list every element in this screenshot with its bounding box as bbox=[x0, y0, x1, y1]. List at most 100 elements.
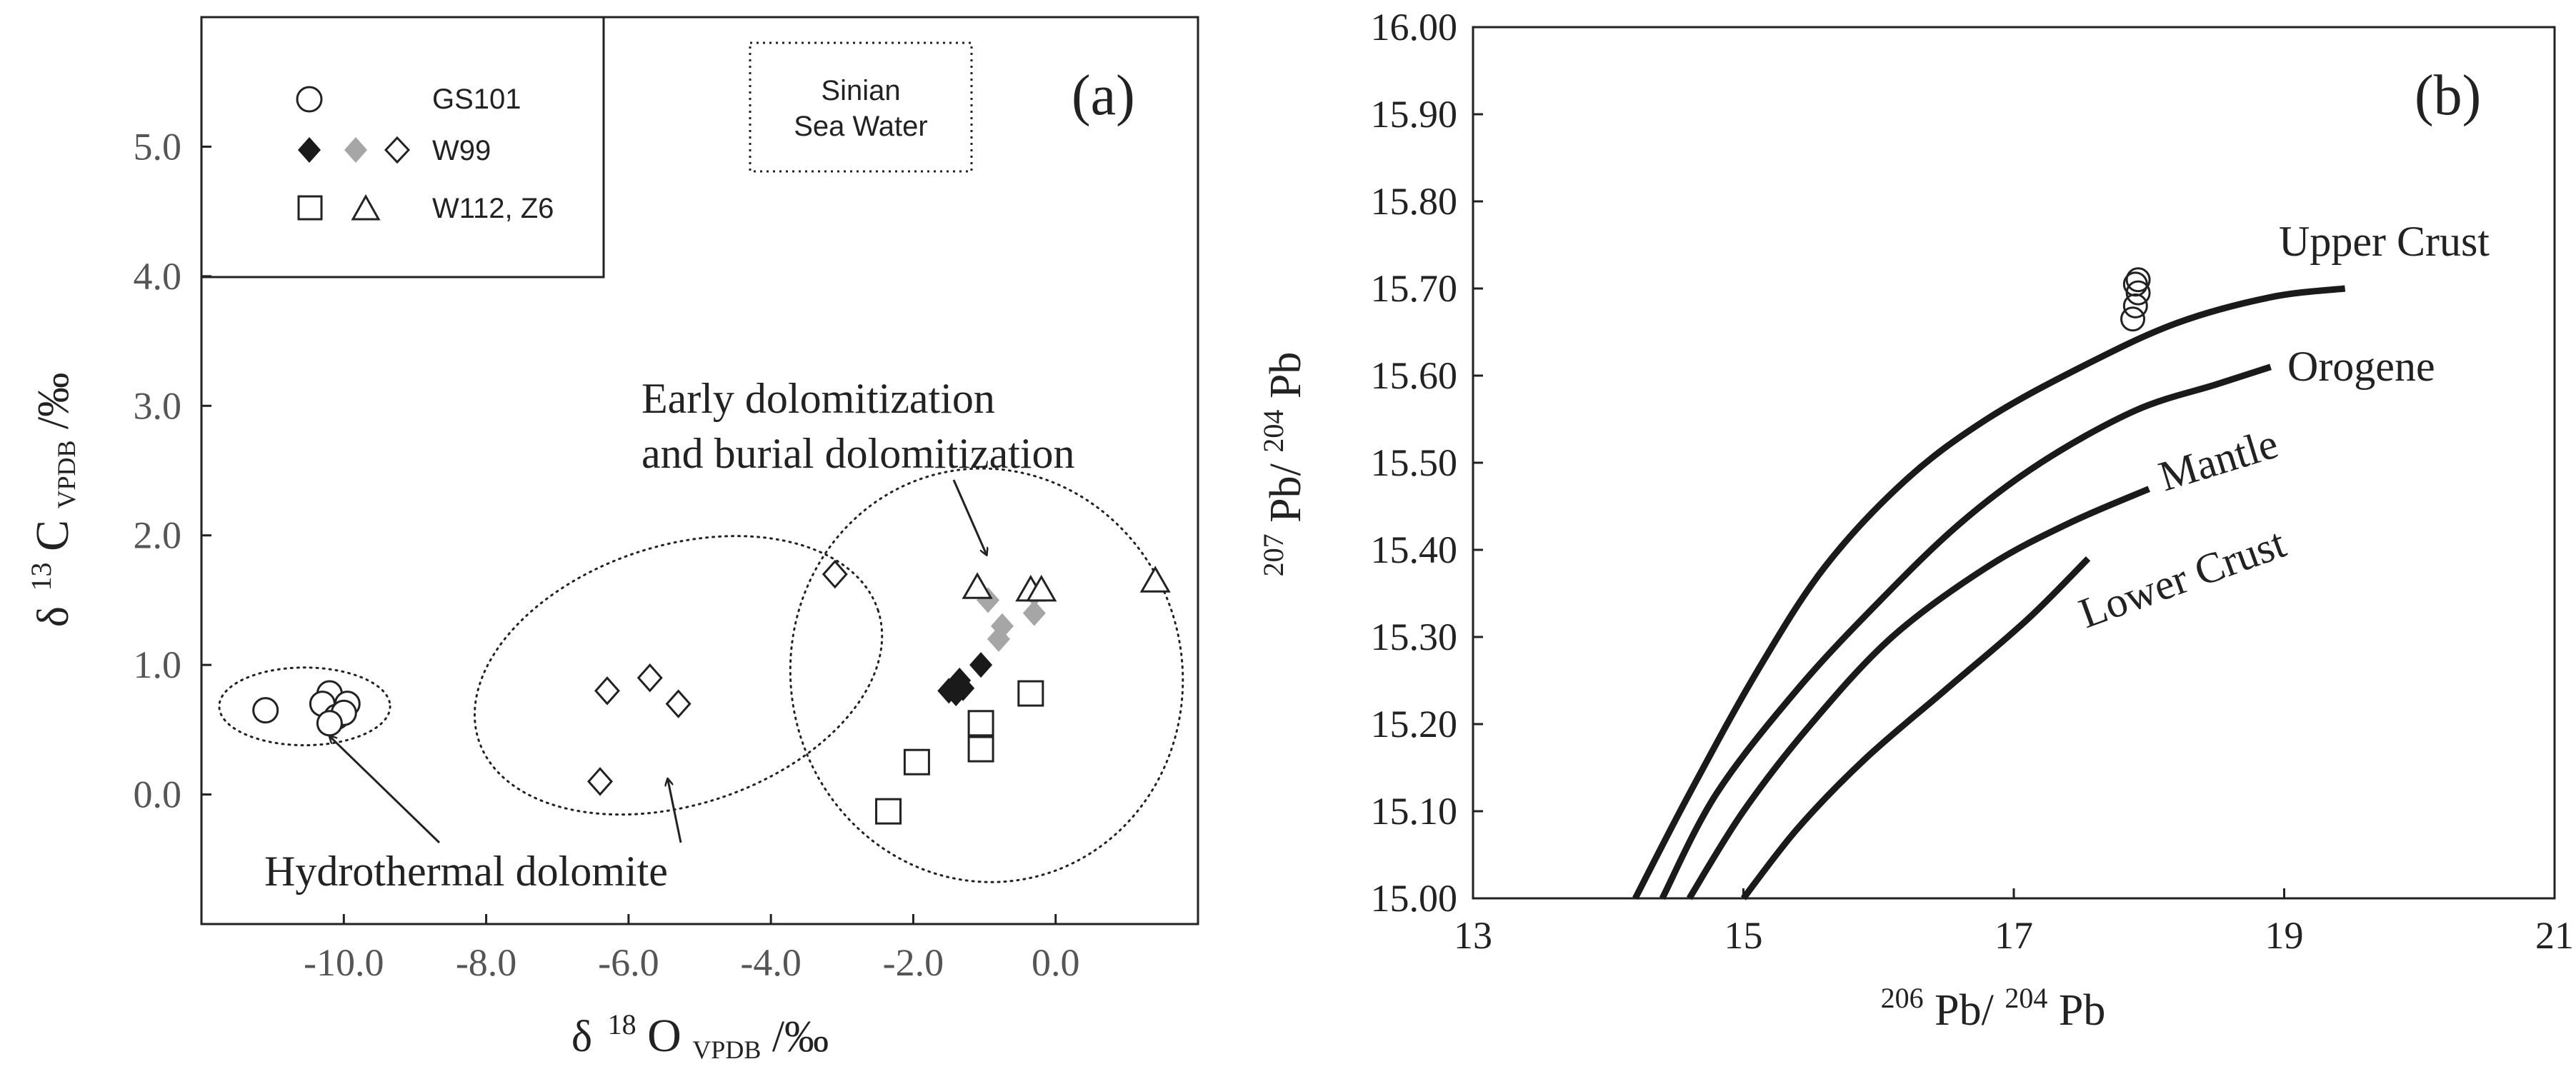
y-tick-label-b-3: 15.30 bbox=[1371, 616, 1458, 658]
x-label-a-main: O bbox=[647, 1010, 682, 1062]
x-tick-label-a-5: 0.0 bbox=[1032, 941, 1080, 984]
point-w99-hydrothermal-0 bbox=[822, 559, 848, 589]
legend-open-triangle-marker bbox=[351, 194, 381, 221]
y-label-a-sub: VPDB bbox=[52, 440, 81, 508]
y-tick-label-b-4: 15.40 bbox=[1371, 528, 1458, 571]
x-tick-label-a-0: -10.0 bbox=[304, 941, 384, 984]
y-tick-label-a-3: 3.0 bbox=[134, 384, 182, 427]
legend-label-w112-z6: W112, Z6 bbox=[432, 193, 554, 224]
y-label-a-suffix: /‰ bbox=[29, 373, 78, 429]
panel-b-label: (b) bbox=[2415, 64, 2481, 127]
y-tick-label-b-9: 15.90 bbox=[1371, 93, 1458, 136]
x-label-a-sup: 18 bbox=[608, 1008, 636, 1040]
point-w112-z6-triangles-3 bbox=[1139, 566, 1171, 593]
curve-upper-crust bbox=[1632, 285, 2346, 900]
chart-b-frame bbox=[1472, 26, 2556, 900]
x-tick-label-b-3: 19 bbox=[2265, 914, 2304, 957]
point-w112-z6-squares-1 bbox=[967, 736, 994, 763]
legend-filled-diamond-black-marker bbox=[298, 137, 321, 163]
curve-label-orogene: Orogene bbox=[2287, 343, 2435, 390]
y-axis-label-b: 207 Pb/ 204 Pb bbox=[1244, 352, 1310, 577]
y-label-b-sup2: 204 bbox=[1257, 410, 1289, 453]
svg-text:δ 13 C: δ 13 C VPDB /‰ bbox=[12, 373, 85, 628]
point-w112-z6-triangles-0 bbox=[962, 572, 993, 599]
point-w112-z6-triangles-2 bbox=[1026, 574, 1057, 602]
x-label-a-prefix: δ bbox=[571, 1013, 592, 1061]
y-tick-label-a-4: 4.0 bbox=[134, 255, 182, 298]
legend-box bbox=[200, 16, 605, 278]
point-gs101-0 bbox=[252, 697, 279, 724]
point-w99-early-4 bbox=[969, 652, 993, 678]
x-tick-label-b-1: 15 bbox=[1724, 914, 1763, 957]
point-w99-early-3 bbox=[952, 675, 975, 701]
chart-b: 13 15 17 19 21 15.00 15.10 15.20 15.30 15.40 15.50… bbox=[1244, 6, 2574, 1035]
y-tick-label-a-0: 0.0 bbox=[134, 773, 182, 816]
y-label-b-sup1: 207 bbox=[1257, 533, 1289, 576]
y-label-b-main1: Pb/ bbox=[1262, 463, 1310, 522]
y-tick-label-a-2: 2.0 bbox=[134, 514, 182, 557]
y-tick-label-b-7: 15.70 bbox=[1371, 267, 1458, 310]
annotation-arrow-1 bbox=[668, 779, 682, 843]
annotation-arrow-0 bbox=[952, 479, 987, 555]
annotation-early-burial-line-2: and burial dolomitization bbox=[641, 430, 1075, 477]
curve-lower-crust bbox=[1740, 556, 2091, 900]
chart-a-frame bbox=[200, 16, 1199, 925]
curve-mantle bbox=[1686, 486, 2151, 900]
x-axis-label-a: δ 18 O VPDB /‰ bbox=[571, 995, 829, 1068]
legend-open-diamond-marker bbox=[384, 136, 411, 164]
x-label-b-sup2: 204 bbox=[2005, 982, 2047, 1014]
x-label-b-main2: Pb bbox=[2059, 986, 2105, 1035]
x-label-b-sup1: 206 bbox=[1881, 982, 1924, 1014]
svg-text:207 Pb/ 204: 207 Pb/ 204 Pb bbox=[1244, 352, 1310, 577]
point-w99-burial-3 bbox=[1022, 600, 1046, 626]
y-tick-label-b-10: 16.00 bbox=[1371, 6, 1458, 49]
panel-a-label: (a) bbox=[1072, 64, 1135, 127]
point-gs101-6 bbox=[316, 710, 343, 737]
sea-water-label-line-1: Sinian bbox=[821, 75, 900, 106]
x-tick-label-a-4: -2.0 bbox=[883, 941, 944, 984]
x-label-b-main1: Pb/ bbox=[1935, 986, 1994, 1035]
sample-gs101-4 bbox=[2125, 267, 2151, 293]
point-w99-hydrothermal-4 bbox=[586, 767, 614, 796]
x-tick-label-b-0: 13 bbox=[1454, 914, 1492, 957]
y-tick-label-a-5: 5.0 bbox=[134, 125, 182, 168]
chart-a: -10.0 -8.0 -6.0 -4.0 -2.0 0.0 0.0 1.0 2.0 3.0 4.0 5… bbox=[12, 16, 1199, 1068]
annotation-early-burial-line-1: Early dolomitization bbox=[641, 375, 995, 422]
annotation-arrow-2 bbox=[329, 736, 441, 844]
y-label-a-prefix: δ bbox=[29, 606, 78, 627]
y-tick-label-b-8: 15.80 bbox=[1371, 180, 1458, 223]
curve-label-mantle: Mantle bbox=[2154, 420, 2284, 501]
sample-gs101-0 bbox=[2120, 306, 2146, 332]
x-tick-label-b-4: 21 bbox=[2535, 914, 2574, 957]
point-w112-z6-squares-0 bbox=[967, 710, 994, 737]
legend-label-w99: W99 bbox=[432, 135, 491, 166]
y-label-b-main2: Pb bbox=[1262, 352, 1310, 398]
sea-water-box-outline bbox=[749, 41, 973, 173]
sample-gs101-3 bbox=[2122, 271, 2148, 297]
region-gs101-cluster bbox=[218, 666, 391, 747]
point-w112-z6-squares-4 bbox=[875, 798, 902, 825]
curve-label-lower-crust: Lower Crust bbox=[2073, 519, 2292, 637]
legend-filled-diamond-gray-marker bbox=[344, 137, 367, 163]
point-w112-z6-squares-2 bbox=[1017, 680, 1044, 707]
x-tick-label-a-3: -4.0 bbox=[740, 941, 801, 984]
curve-orogene bbox=[1659, 363, 2272, 900]
region-early-burial-field bbox=[789, 467, 1184, 883]
legend-open-circle-marker bbox=[296, 86, 323, 113]
x-tick-label-a-1: -8.0 bbox=[456, 941, 516, 984]
curve-label-upper-crust: Upper Crust bbox=[2279, 218, 2490, 265]
y-tick-label-b-2: 15.20 bbox=[1371, 703, 1458, 746]
point-w99-hydrothermal-1 bbox=[594, 676, 620, 706]
x-label-a-suffix: /‰ bbox=[772, 1013, 829, 1061]
y-label-a-sup: 13 bbox=[25, 563, 57, 591]
x-tick-label-a-2: -6.0 bbox=[598, 941, 659, 984]
y-tick-label-b-0: 15.00 bbox=[1371, 877, 1458, 920]
y-tick-label-b-1: 15.10 bbox=[1371, 790, 1458, 833]
y-axis-label-a: δ 13 C VPDB /‰ bbox=[12, 373, 85, 628]
point-w99-hydrothermal-3 bbox=[665, 689, 692, 718]
legend-open-square-marker bbox=[297, 195, 323, 221]
region-hydrothermal-field bbox=[473, 535, 884, 816]
point-w99-hydrothermal-2 bbox=[636, 663, 663, 693]
sea-water-label-line-2: Sea Water bbox=[794, 111, 927, 142]
y-tick-label-a-1: 1.0 bbox=[134, 643, 182, 686]
